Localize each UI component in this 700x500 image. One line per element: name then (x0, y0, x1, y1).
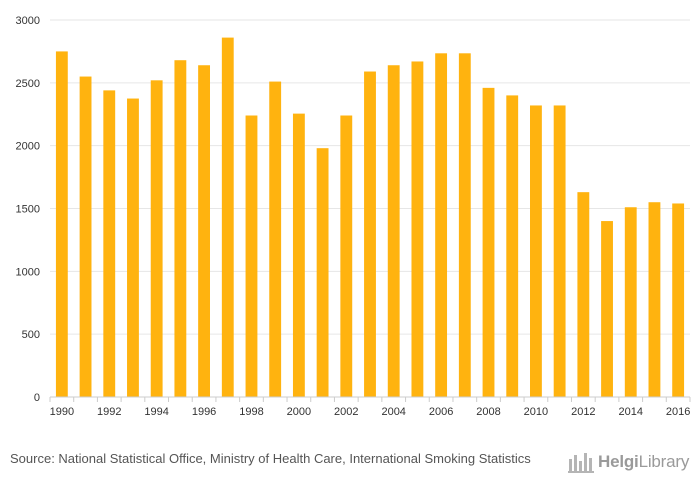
x-tick-label: 1998 (239, 406, 263, 418)
bar-1999 (269, 81, 282, 398)
y-tick-label: 500 (22, 329, 40, 341)
bar-1990 (55, 51, 68, 398)
bar-1991 (79, 76, 92, 398)
logo-text: HelgiLibrary (598, 452, 689, 472)
y-tick-label: 2000 (16, 141, 40, 153)
library-building-icon (568, 453, 594, 473)
bar-2003 (364, 71, 376, 398)
bar-2006 (435, 53, 448, 397)
x-tick-label: 2002 (334, 406, 358, 418)
x-tick-label: 2014 (618, 406, 642, 418)
x-tick-label: 1990 (50, 406, 74, 418)
bar-2016 (672, 203, 685, 397)
x-tick-label: 1992 (97, 406, 121, 418)
x-tick-label: 2004 (381, 406, 405, 418)
bar-2004 (387, 65, 400, 398)
bar-2013 (601, 221, 613, 397)
x-tick-label: 1996 (192, 406, 216, 418)
chart-svg: 0 500 1000 1500 2000 2500 3000 1990 1992 1994 1996… (16, 15, 691, 418)
bar-2000 (292, 113, 305, 397)
x-tick-label: 2012 (571, 406, 595, 418)
bar-1995 (174, 60, 187, 398)
bar-1997 (221, 37, 234, 398)
x-tick-label: 2016 (666, 406, 690, 418)
bar-2008 (482, 87, 495, 398)
bar-2015 (648, 202, 661, 397)
bar-2011 (553, 105, 566, 397)
bar-1998 (245, 115, 258, 398)
bar-2014 (624, 207, 637, 397)
bar-2010 (530, 105, 542, 397)
y-tick-label: 1500 (16, 204, 40, 216)
logo-text-regular: Library (638, 452, 690, 471)
bar-1994 (150, 80, 163, 397)
x-tick-label: 2008 (476, 406, 500, 418)
x-tick-label: 2006 (429, 406, 453, 418)
source-note: Source: National Statistical Office, Min… (10, 451, 531, 466)
bar-2005 (411, 61, 424, 397)
y-tick-label: 2500 (16, 78, 40, 90)
bar-1992 (103, 90, 116, 397)
y-tick-label: 0 (34, 392, 40, 404)
x-tick-label: 2010 (524, 406, 548, 418)
helgilibrary-logo[interactable]: HelgiLibrary (568, 450, 689, 474)
bar-1993 (127, 98, 139, 398)
chart-footer: Source: National Statistical Office, Min… (0, 430, 700, 500)
bar-2001 (316, 148, 329, 397)
logo-text-bold: Helgi (598, 452, 639, 471)
y-tick-label: 3000 (16, 15, 40, 27)
bar-2002 (340, 115, 353, 398)
bar-chart: 0 500 1000 1500 2000 2500 3000 1990 1992 1994 1996… (16, 15, 691, 418)
y-tick-label: 1000 (16, 266, 40, 278)
x-tick-label: 2000 (287, 406, 311, 418)
bar-2009 (506, 95, 519, 398)
bar-2007 (458, 53, 471, 397)
bar-2012 (577, 192, 590, 397)
bar-1996 (198, 65, 210, 398)
x-tick-label: 1994 (144, 406, 168, 418)
